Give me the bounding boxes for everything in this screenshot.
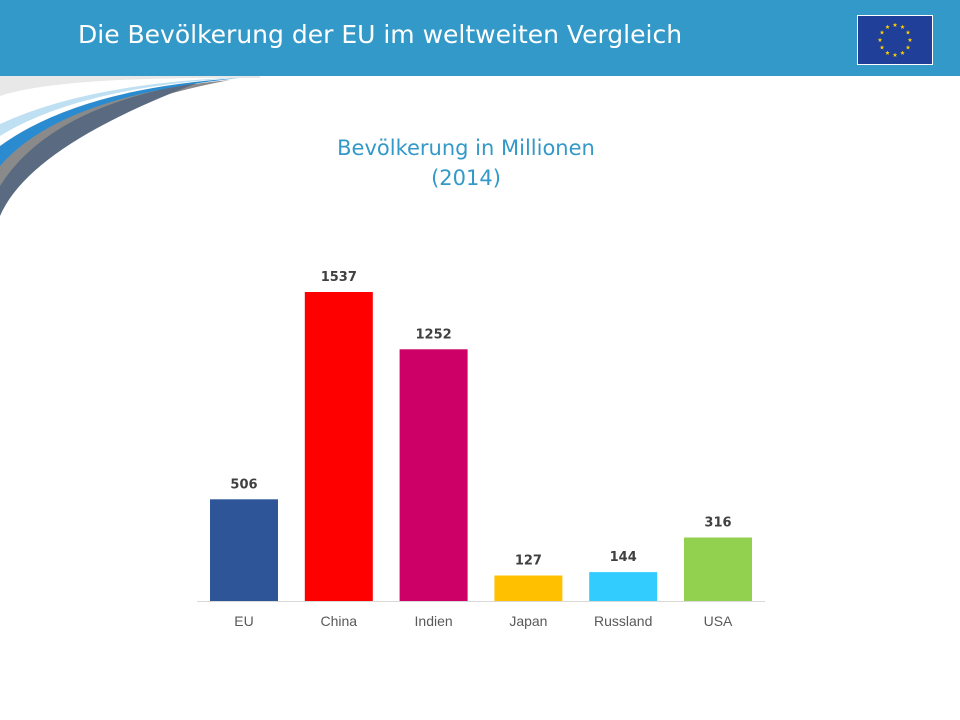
- x-tick-label-indien: Indien: [415, 613, 453, 629]
- flag-star: [877, 37, 883, 42]
- x-tick-label-usa: USA: [704, 613, 733, 629]
- bar-usa: [684, 537, 752, 601]
- x-tick-label-russland: Russland: [594, 613, 652, 629]
- bar-russland: [589, 572, 658, 601]
- chart-title: Bevölkerung in Millionen: [337, 136, 595, 160]
- bar-eu: [210, 499, 278, 601]
- data-label-usa: 316: [704, 516, 731, 531]
- flag-star: [879, 30, 885, 35]
- flag-star: [892, 22, 898, 27]
- data-label-eu: 506: [230, 477, 257, 492]
- flag-star: [885, 50, 890, 55]
- page-title: Die Bevölkerung der EU im weltweiten Ver…: [78, 20, 683, 49]
- data-label-indien: 1252: [416, 327, 452, 342]
- x-tick-label-eu: EU: [234, 613, 253, 629]
- flag-star: [885, 24, 890, 29]
- decorative-swoosh: [0, 76, 260, 216]
- bar-japan: [494, 575, 563, 601]
- flag-star: [879, 45, 885, 50]
- data-label-japan: 127: [515, 554, 542, 569]
- chart-subtitle: (2014): [431, 166, 501, 190]
- data-label-russland: 144: [610, 550, 637, 565]
- flag-star: [892, 52, 898, 57]
- bar-china: [304, 292, 373, 601]
- flag-star: [905, 30, 911, 35]
- eu-flag-icon: [857, 15, 933, 65]
- x-tick-label-japan: Japan: [509, 613, 547, 629]
- bar-indien: [399, 349, 468, 601]
- header-bar: Die Bevölkerung der EU im weltweiten Ver…: [0, 0, 960, 76]
- flag-star: [907, 37, 913, 42]
- flag-star: [900, 50, 905, 55]
- data-label-china: 1537: [321, 270, 357, 285]
- chart-title-block: Bevölkerung in Millionen (2014): [266, 133, 666, 193]
- flag-star: [905, 45, 911, 50]
- x-tick-label-china: China: [321, 613, 358, 629]
- flag-star: [900, 24, 905, 29]
